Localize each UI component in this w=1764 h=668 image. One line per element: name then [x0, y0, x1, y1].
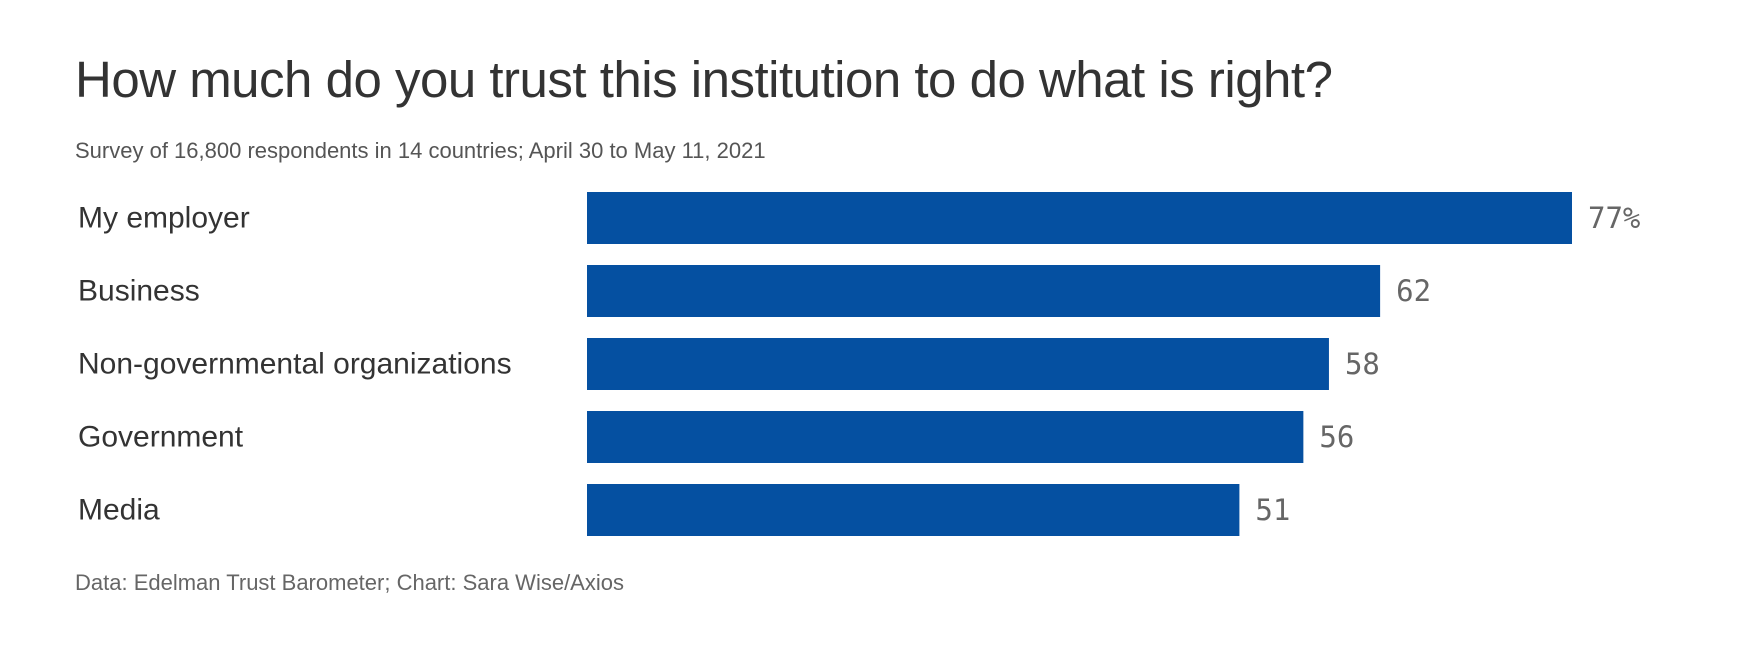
category-label: Government — [78, 421, 244, 454]
bar — [587, 192, 1572, 244]
bar — [587, 265, 1381, 317]
chart-source: Data: Edelman Trust Barometer; Chart: Sa… — [75, 570, 624, 595]
chart-subtitle: Survey of 16,800 respondents in 14 count… — [75, 138, 766, 163]
category-label: Non-governmental organizations — [78, 348, 512, 381]
value-label: 77% — [1588, 201, 1640, 235]
chart-title: How much do you trust this institution t… — [75, 51, 1333, 108]
bar — [587, 338, 1329, 390]
value-label: 62 — [1396, 274, 1431, 308]
value-label: 58 — [1345, 347, 1380, 381]
category-label: Media — [78, 494, 160, 527]
category-label: Business — [78, 275, 200, 308]
value-label: 56 — [1319, 420, 1354, 454]
bar — [587, 484, 1240, 536]
category-label: My employer — [78, 202, 250, 235]
bar — [587, 411, 1304, 463]
value-label: 51 — [1255, 493, 1290, 527]
